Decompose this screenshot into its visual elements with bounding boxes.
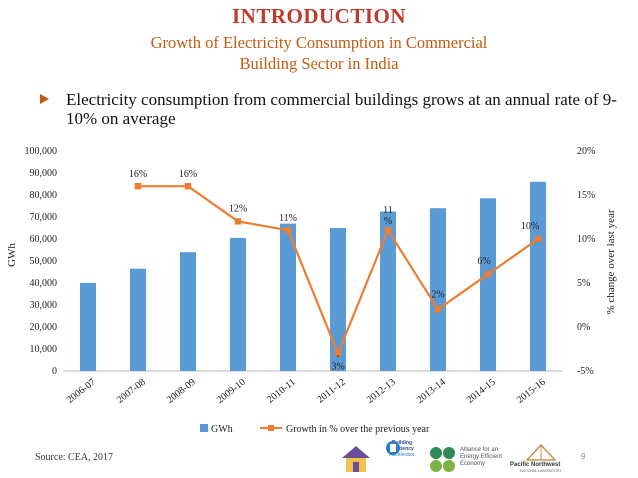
y2-axis-title: % change over last year [605, 209, 617, 314]
growth-marker [334, 350, 342, 357]
house-logo-icon [342, 446, 370, 472]
growth-marker [534, 235, 542, 243]
aeee-line-2: Energy Efficient [460, 454, 502, 460]
subtitle-line-2: Building Sector in India [239, 54, 399, 73]
bar [80, 283, 96, 371]
y-tick-label: 30,000 [30, 300, 58, 311]
y-tick-label: 100,000 [25, 146, 58, 157]
bee-line-1: Building [392, 440, 412, 446]
x-tick-label: 2009-10 [215, 377, 248, 406]
aeee-line-1: Alliance for an [460, 447, 499, 453]
bar [380, 211, 396, 371]
pnnl-line-1: Pacific Northwest [510, 462, 561, 468]
y2-tick-label: 20% [577, 146, 595, 157]
legend-swatch-gwh [200, 424, 208, 432]
bar [230, 237, 246, 371]
data-label: % [384, 216, 392, 227]
y-tick-label: 0 [52, 366, 57, 377]
growth-marker [484, 271, 492, 278]
bar [280, 223, 296, 371]
aeee-line-3: Economy [460, 461, 486, 467]
y-tick-label: 70,000 [30, 212, 58, 223]
growth-marker [184, 183, 192, 190]
chart-legend: GWh Growth in % over the previous year [200, 424, 430, 435]
y-axis-title: GWh [6, 243, 18, 267]
y2-tick-label: -5% [577, 366, 594, 377]
x-tick-label: 2013-14 [415, 377, 448, 406]
data-label: 11 [383, 205, 393, 216]
building-efficiency-icon [386, 441, 400, 455]
data-label: 11% [279, 213, 297, 224]
y-tick-label: 90,000 [30, 168, 58, 179]
aeee-logo-icon [430, 447, 455, 472]
data-label: 2% [431, 289, 444, 300]
y-tick-label: 20,000 [30, 322, 58, 333]
growth-marker [234, 218, 242, 225]
bar [130, 268, 146, 371]
bee-line-2: Efficiency [390, 446, 414, 452]
data-label: 10% [521, 221, 539, 232]
y2-tick-label: 15% [577, 190, 595, 201]
data-label: 12% [229, 203, 247, 214]
legend-marker-growth [268, 425, 274, 431]
bee-line-3: Accelerator [389, 452, 415, 458]
growth-marker [134, 183, 142, 190]
logo-pnnl: Pacific Northwest NATIONAL LABORATORY [510, 444, 572, 474]
legend-label-growth: Growth in % over the previous year [286, 424, 430, 435]
page-title: INTRODUCTION [231, 4, 407, 28]
y-tick-label: 10,000 [30, 344, 58, 355]
x-tick-label: 2014-15 [465, 377, 498, 406]
legend-label-gwh: GWh [211, 424, 233, 435]
x-tick-label: 2015-16 [515, 377, 548, 406]
x-tick-label: 2007-08 [115, 377, 148, 406]
x-tick-label: 2012-13 [365, 377, 398, 406]
logo-house [340, 444, 372, 474]
source-note: Source: CEA, 2017 [35, 452, 114, 463]
x-tick-label: 2008-09 [165, 377, 198, 406]
y2-tick-label: 5% [577, 278, 590, 289]
y2-tick-label: 0% [577, 322, 590, 333]
page-subtitle: Growth of Electricity Consumption in Com… [0, 32, 638, 74]
data-label: 3% [331, 361, 344, 372]
bullet-text: Electricity consumption from commercial … [66, 90, 617, 128]
bar [480, 198, 496, 371]
logo-aeee: Alliance for an Energy Efficient Economy [428, 444, 508, 474]
pnnl-line-2: NATIONAL LABORATORY [520, 469, 562, 473]
pnnl-logo-icon [526, 444, 556, 461]
y-tick-label: 80,000 [30, 190, 58, 201]
y2-tick-label: 10% [577, 234, 595, 245]
x-tick-label: 2006-07 [65, 377, 98, 406]
bar [530, 181, 546, 371]
subtitle-line-1: Growth of Electricity Consumption in Com… [150, 33, 488, 52]
page-number: 9 [581, 452, 586, 461]
y-tick-label: 50,000 [30, 256, 58, 267]
growth-marker [384, 227, 392, 234]
bar [430, 208, 446, 371]
growth-marker [284, 227, 292, 234]
x-tick-label: 2011-12 [315, 377, 348, 406]
bullet-arrow-icon [40, 94, 49, 104]
data-label: - [336, 350, 339, 361]
growth-marker [434, 306, 442, 313]
data-label: 6% [477, 256, 490, 267]
x-tick-label: 2010-11 [265, 377, 298, 406]
bar [180, 252, 196, 371]
y-tick-label: 40,000 [30, 278, 58, 289]
logo-building-efficiency-accelerator: Building Efficiency Accelerator [383, 440, 421, 476]
data-label: 16% [129, 169, 147, 180]
data-label: 16% [179, 169, 197, 180]
bar [330, 228, 346, 371]
y-tick-label: 60,000 [30, 234, 58, 245]
